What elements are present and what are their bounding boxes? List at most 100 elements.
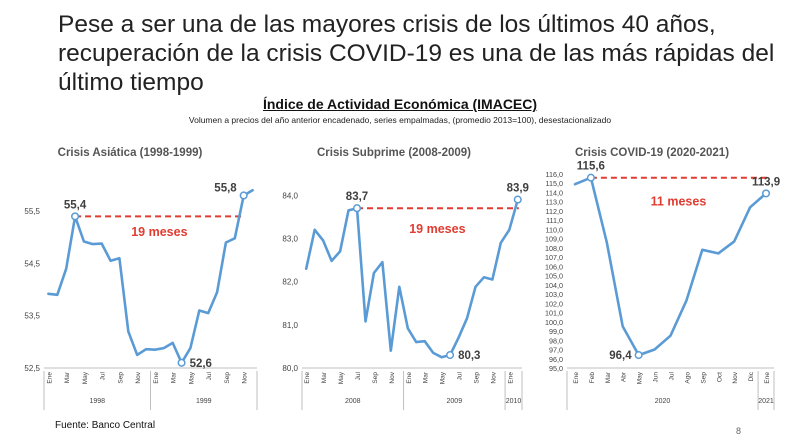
x-tick-label: Oct (716, 372, 723, 382)
data-point-marker (446, 350, 455, 360)
year-label: 2008 (345, 398, 361, 405)
x-tick-label: May (338, 371, 345, 384)
x-tick-label: Jul (355, 371, 362, 380)
data-label: 113,9 (752, 176, 780, 188)
x-tick-label: Ene (406, 372, 413, 384)
y-tick-label: 108,0 (545, 244, 563, 253)
data-point-marker (634, 351, 643, 360)
data-label: 83,9 (507, 183, 529, 195)
x-tick-label: Ago (684, 372, 691, 384)
chart-asian-crisis: Crisis Asiática (1998-1999) 52,5 53,5 54,5 5… (24, 147, 258, 410)
y-tick-label: 102,0 (545, 299, 563, 308)
data-point-marker (761, 189, 771, 198)
year-label: 2009 (447, 398, 463, 405)
series-line (573, 176, 768, 357)
slide-title: Pese a ser una de las mayores crisis de … (58, 11, 775, 96)
y-tick-label: 107,0 (545, 253, 563, 262)
data-label: 80,3 (458, 350, 480, 362)
data-label: 83,7 (346, 191, 368, 203)
x-tick-label: Feb (589, 372, 596, 384)
data-label: 55,4 (64, 199, 87, 211)
x-tick-label: Jul (206, 371, 213, 380)
chart-title: Crisis COVID-19 (2020-2021) (575, 147, 729, 159)
year-label: 1999 (196, 398, 212, 405)
series-line (47, 188, 254, 365)
y-tick-label: 97,0 (549, 346, 563, 355)
chart-title: Crisis Subprime (2008-2009) (317, 147, 471, 159)
x-tick-label: Mar (64, 371, 71, 383)
x-tick-label: May (188, 371, 195, 384)
x-tick-label: Sep (224, 372, 231, 384)
x-tick-label: Sep (700, 372, 707, 384)
y-tick-label: 113,0 (546, 198, 563, 207)
data-label: 96,4 (609, 350, 632, 362)
y-tick-label: 80,0 (282, 364, 298, 373)
y-tick-label: 95,0 (549, 364, 563, 373)
data-label: 55,8 (214, 182, 237, 194)
y-tick-label: 116,0 (546, 170, 563, 179)
y-tick-label: 111,0 (546, 216, 563, 225)
x-tick-label: Ene (153, 372, 160, 384)
span-annotation: 11 meses (651, 194, 707, 208)
x-tick-label: Mar (423, 371, 430, 383)
data-point-marker (177, 358, 186, 367)
x-tick-label: May (440, 371, 447, 384)
data-label: 115,6 (577, 161, 605, 173)
x-tick-label: Sep (117, 372, 124, 384)
y-tick-label: 83,0 (282, 234, 298, 243)
y-tick-label: 110,0 (546, 225, 563, 234)
x-tick-label: Nov (389, 371, 396, 383)
x-tick-label: Jun (653, 372, 660, 383)
data-point-marker (586, 173, 595, 182)
x-tick-label: May (82, 371, 89, 384)
y-tick-label: 98,0 (549, 336, 563, 345)
source-footer: Fuente: Banco Central (55, 420, 156, 431)
x-tick-label: Nov (135, 371, 142, 383)
y-tick-label: 55,5 (24, 207, 40, 216)
year-label: 1998 (89, 398, 105, 405)
x-tick-label: May (637, 371, 644, 384)
x-tick-label: Dic (748, 371, 755, 381)
chart-subprime-crisis: Crisis Subprime (2008-2009) 80,0 81,0 82,0 8… (282, 147, 529, 410)
x-tick-label: Nov (490, 371, 497, 383)
y-tick-label: 114,0 (546, 188, 563, 197)
y-tick-label: 54,5 (24, 259, 40, 268)
y-tick-label: 82,0 (282, 278, 298, 287)
chart-title: Crisis Asiática (1998-1999) (58, 147, 203, 159)
chart-main-subtitle: Volumen a precios del año anterior encad… (188, 115, 612, 125)
year-label: 2021 (758, 398, 774, 405)
year-label: 2010 (506, 398, 522, 405)
x-tick-label: Ene (507, 372, 514, 384)
chart-main-title: Índice de Actividad Económica (IMACEC) (262, 96, 538, 112)
x-tick-label: Ene (764, 372, 771, 384)
x-tick-label: Nov (732, 371, 739, 383)
x-tick-label: Jul (457, 371, 464, 380)
x-tick-label: Ene (573, 372, 580, 384)
x-tick-label: Jul (100, 371, 107, 380)
data-point-marker (352, 204, 362, 213)
x-tick-label: Ene (304, 372, 311, 384)
data-label: 52,6 (190, 358, 212, 370)
y-tick-label: 52,5 (24, 364, 40, 373)
x-tick-label: Ene (46, 372, 53, 384)
chart-covid-crisis: Crisis COVID-19 (2020-2021)95,096,097,09… (545, 147, 780, 410)
y-tick-label: 53,5 (24, 312, 40, 321)
y-tick-label: 84,0 (282, 191, 298, 200)
y-tick-label: 103,0 (545, 290, 563, 299)
x-tick-label: Abr (621, 371, 628, 382)
x-tick-label: Sep (473, 372, 480, 384)
y-tick-label: 96,0 (549, 355, 563, 364)
y-tick-label: 101,0 (545, 309, 563, 318)
y-tick-label: 115,0 (546, 179, 563, 188)
page-number: 8 (736, 426, 742, 436)
y-tick-label: 81,0 (282, 321, 298, 330)
y-tick-label: 100,0 (545, 318, 563, 327)
y-tick-label: 99,0 (549, 327, 563, 336)
x-tick-label: Jul (669, 371, 676, 380)
x-tick-label: Sep (372, 372, 379, 384)
x-tick-label: Nov (242, 371, 249, 383)
data-point-marker (239, 191, 248, 200)
y-tick-label: 105,0 (545, 272, 563, 281)
x-tick-label: Mar (321, 371, 328, 383)
span-annotation: 19 meses (131, 225, 187, 239)
